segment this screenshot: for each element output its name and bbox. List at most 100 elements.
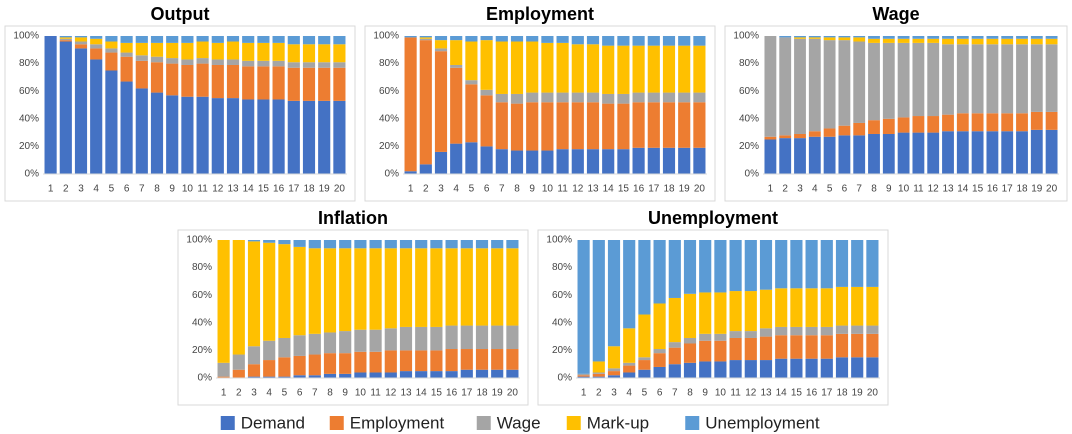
x-tick-label: 13 xyxy=(942,184,954,195)
bar-segment xyxy=(617,103,630,150)
bar-segment xyxy=(430,248,443,327)
bar-segment xyxy=(653,303,666,350)
x-tick-label: 9 xyxy=(886,184,892,195)
bar-segment xyxy=(181,96,194,174)
bar-segment xyxy=(638,314,651,358)
bar-segment xyxy=(764,139,777,174)
bar-segment xyxy=(339,373,352,378)
bar-segment xyxy=(510,93,524,104)
bar-segment xyxy=(404,36,417,38)
bar-segment xyxy=(196,41,209,59)
x-tick-label: 14 xyxy=(957,184,969,195)
bar-segment xyxy=(744,337,757,361)
bar-segment xyxy=(74,48,88,174)
x-tick-label: 5 xyxy=(282,388,288,399)
x-tick-label: 9 xyxy=(529,184,535,195)
bar-segment xyxy=(263,240,276,243)
bar-segment xyxy=(764,36,777,137)
bar-segment xyxy=(632,36,645,46)
bar-segment xyxy=(242,42,255,61)
bar-segment xyxy=(404,37,417,172)
bar-segment xyxy=(333,62,346,68)
bar-segment xyxy=(257,66,270,100)
bar-segment xyxy=(263,376,276,378)
bar-segment xyxy=(272,66,285,100)
bar-segment xyxy=(541,42,554,93)
bar-segment xyxy=(668,347,681,365)
bar-segment xyxy=(293,246,306,336)
bar-segment xyxy=(1030,36,1043,39)
bar-segment xyxy=(956,36,969,39)
bar-segment xyxy=(592,373,605,377)
bar-segment xyxy=(217,240,230,363)
bar-segment xyxy=(339,248,352,332)
x-tick-label: 17 xyxy=(821,388,833,399)
bar-segment xyxy=(779,135,792,139)
bar-segment xyxy=(450,40,463,65)
bar-segment xyxy=(693,147,706,174)
bar-segment xyxy=(181,59,194,65)
panel-frame xyxy=(4,25,356,202)
bar-segment xyxy=(693,45,706,93)
bar-segment xyxy=(683,293,697,338)
bar-segment xyxy=(805,335,818,359)
bar-segment xyxy=(820,240,833,289)
bar-segment xyxy=(369,351,382,373)
y-tick-label: 0% xyxy=(198,373,213,384)
bar-segment xyxy=(617,45,630,94)
bar-segment xyxy=(399,240,413,249)
bar-segment xyxy=(794,37,806,39)
legend-swatch xyxy=(476,416,491,430)
x-tick-label: 13 xyxy=(587,184,599,195)
bar-segment xyxy=(495,102,508,150)
bar-segment xyxy=(369,240,382,249)
bar-segment xyxy=(662,147,676,174)
x-tick-label: 1 xyxy=(581,388,587,399)
bar-segment xyxy=(556,102,569,150)
bar-segment xyxy=(693,92,706,103)
chart-title: Inflation xyxy=(318,208,388,228)
y-tick-label: 100% xyxy=(13,31,39,42)
legend-label: Demand xyxy=(241,413,305,432)
bar-segment xyxy=(971,113,984,132)
bar-segment xyxy=(506,369,519,378)
bar-segment xyxy=(278,357,291,377)
x-tick-label: 18 xyxy=(476,388,488,399)
bar-segment xyxy=(662,36,676,46)
bar-segment xyxy=(181,42,194,60)
bar-segment xyxy=(866,240,879,287)
bar-segment xyxy=(1030,129,1043,174)
bar-segment xyxy=(868,120,880,134)
chart-title: Employment xyxy=(486,4,594,24)
bar-segment xyxy=(44,36,57,174)
bar-segment xyxy=(211,36,224,43)
bar-segment xyxy=(678,36,691,46)
bar-segment xyxy=(226,59,240,65)
x-tick-label: 7 xyxy=(312,388,318,399)
bar-segment xyxy=(794,38,806,134)
bar-segment xyxy=(1016,44,1028,114)
x-tick-label: 6 xyxy=(124,184,130,195)
bar-segment xyxy=(912,132,925,174)
x-tick-label: 10 xyxy=(715,388,727,399)
bar-segment xyxy=(135,60,148,89)
bar-segment xyxy=(181,36,194,43)
bar-segment xyxy=(419,37,432,39)
bar-segment xyxy=(744,360,757,378)
bar-segment xyxy=(333,67,346,101)
bar-segment xyxy=(808,131,821,137)
bar-segment xyxy=(120,81,133,174)
bar-segment xyxy=(571,36,584,45)
bar-segment xyxy=(775,240,788,289)
bar-segment xyxy=(105,52,118,71)
bar-segment xyxy=(302,67,316,101)
bar-segment xyxy=(242,60,255,67)
bar-segment xyxy=(868,36,880,39)
bar-segment xyxy=(445,325,458,350)
bar-segment xyxy=(729,240,742,292)
bar-segment xyxy=(450,36,463,41)
bar-segment xyxy=(196,58,209,64)
x-tick-label: 16 xyxy=(633,184,645,195)
bar-segment xyxy=(354,351,367,373)
bar-segment xyxy=(105,48,118,53)
